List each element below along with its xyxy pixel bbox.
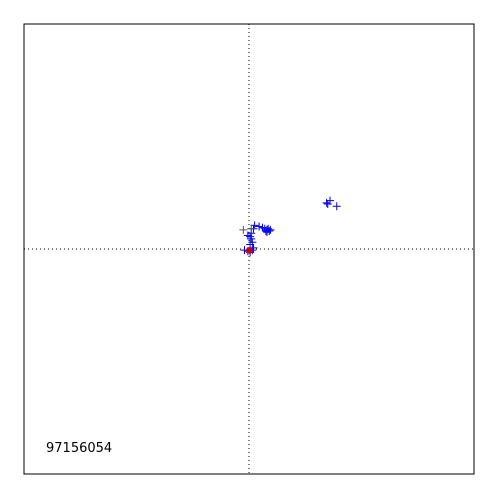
data-point xyxy=(247,224,256,233)
data-point xyxy=(255,222,264,231)
data-point xyxy=(239,225,248,234)
data-point xyxy=(261,227,270,235)
data-point xyxy=(250,221,259,230)
data-point xyxy=(246,240,255,249)
data-point xyxy=(266,225,275,234)
data-point xyxy=(243,231,252,240)
data-points xyxy=(239,196,341,257)
annotation-label: 97156054 xyxy=(46,441,112,456)
data-point xyxy=(246,247,253,254)
data-point xyxy=(322,198,331,207)
data-point xyxy=(247,234,256,243)
data-point xyxy=(332,202,341,211)
